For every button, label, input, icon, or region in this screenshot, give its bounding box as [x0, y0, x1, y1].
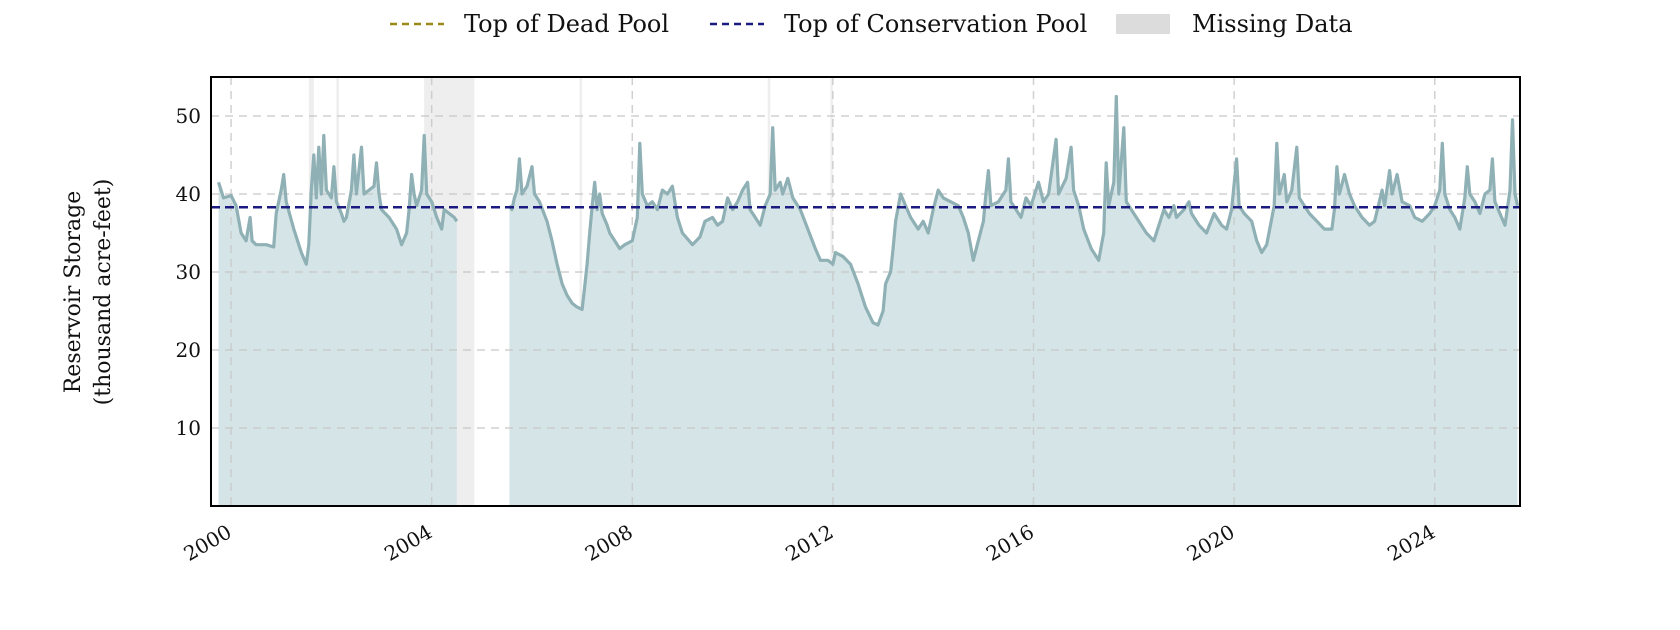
- grid-layer: [211, 77, 1520, 506]
- storage-fill-layer: [218, 96, 1518, 506]
- x-tick-label-3: 2012: [781, 520, 837, 566]
- legend-conservation-pool-label: Top of Conservation Pool: [784, 10, 1087, 38]
- y-tick-label-0: 10: [176, 416, 201, 440]
- x-tick-label-6: 2024: [1383, 520, 1439, 566]
- x-tick-label-5: 2020: [1183, 520, 1239, 566]
- x-tick-label-2: 2008: [581, 520, 637, 566]
- storage-area-segment-0: [218, 135, 457, 506]
- legend-dead-pool-label: Top of Dead Pool: [464, 10, 669, 38]
- legend: Top of Dead Pool Top of Conservation Poo…: [390, 10, 1353, 38]
- y-axis-title-line-1: Reservoir Storage: [61, 191, 86, 394]
- storage-line-segment-0: [216, 133, 459, 266]
- missing-data-band-3: [579, 77, 583, 506]
- y-tick-label-1: 20: [176, 338, 201, 362]
- y-tick-label-3: 40: [176, 182, 201, 206]
- plot-frame: [210, 76, 1521, 507]
- storage-line-segment-1: [508, 94, 1520, 327]
- y-axis-title: Reservoir Storage (thousand acre-feet): [61, 179, 116, 406]
- x-tick-label-1: 2004: [380, 520, 436, 566]
- y-tick-label-4: 50: [176, 104, 201, 128]
- x-tick-label-0: 2000: [179, 520, 235, 566]
- legend-missing-data-label: Missing Data: [1192, 10, 1353, 38]
- legend-missing-data-swatch: [1116, 14, 1170, 34]
- storage-area-segment-1: [509, 96, 1518, 506]
- y-axis-title-line-2: (thousand acre-feet): [91, 179, 116, 406]
- x-tick-label-4: 2016: [982, 520, 1038, 566]
- y-tick-label-2: 30: [176, 260, 201, 284]
- storage-line-layer: [216, 94, 1520, 327]
